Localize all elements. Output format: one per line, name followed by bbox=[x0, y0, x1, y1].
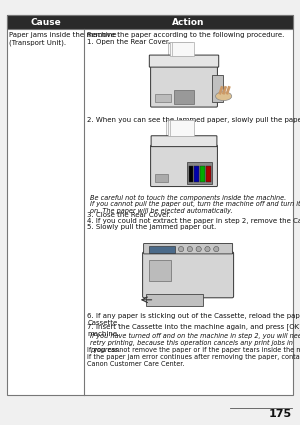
Bar bbox=[194, 166, 199, 181]
FancyBboxPatch shape bbox=[144, 244, 232, 254]
Bar bbox=[174, 90, 194, 104]
Text: Be careful not to touch the components inside the machine.: Be careful not to touch the components i… bbox=[90, 195, 286, 201]
FancyBboxPatch shape bbox=[170, 120, 194, 136]
Text: If you cannot pull the paper out, turn the machine off and turn it back
on. The : If you cannot pull the paper out, turn t… bbox=[90, 201, 300, 214]
Bar bbox=[200, 166, 205, 181]
Text: Remove the paper according to the following procedure.: Remove the paper according to the follow… bbox=[87, 32, 285, 38]
Text: 175: 175 bbox=[269, 409, 292, 419]
FancyBboxPatch shape bbox=[212, 74, 223, 102]
Bar bbox=[188, 166, 193, 181]
Text: 1. Open the Rear Cover.: 1. Open the Rear Cover. bbox=[87, 39, 171, 45]
Bar bbox=[148, 246, 175, 252]
Text: 3. Close the Rear Cover.: 3. Close the Rear Cover. bbox=[87, 212, 171, 218]
FancyBboxPatch shape bbox=[166, 120, 190, 136]
Circle shape bbox=[178, 246, 184, 252]
Bar bbox=[155, 174, 168, 181]
Bar bbox=[7, 15, 293, 29]
FancyBboxPatch shape bbox=[168, 120, 193, 136]
FancyBboxPatch shape bbox=[151, 65, 218, 107]
Text: 2. When you can see the jammed paper, slowly pull the paper out.: 2. When you can see the jammed paper, sl… bbox=[87, 116, 300, 122]
Text: 4. If you could not extract the paper in step 2, remove the Cassette.: 4. If you could not extract the paper in… bbox=[87, 218, 300, 224]
Bar bbox=[7, 15, 293, 395]
Bar bbox=[7, 15, 293, 29]
Circle shape bbox=[187, 246, 193, 252]
Ellipse shape bbox=[215, 92, 232, 101]
FancyBboxPatch shape bbox=[172, 42, 194, 56]
Text: If you have turned off and on the machine in step 2, you will need to
retry prin: If you have turned off and on the machin… bbox=[90, 333, 300, 353]
Text: If you cannot remove the paper or if the paper tears inside the machine, or
if t: If you cannot remove the paper or if the… bbox=[87, 347, 300, 367]
Text: Action: Action bbox=[172, 17, 205, 26]
Text: Cause: Cause bbox=[30, 17, 61, 26]
Text: 5. Slowly pull the jammed paper out.: 5. Slowly pull the jammed paper out. bbox=[87, 224, 217, 230]
Bar bbox=[148, 260, 170, 281]
Text: 6. If any paper is sticking out of the Cassette, reload the paper in the
Cassett: 6. If any paper is sticking out of the C… bbox=[87, 313, 300, 326]
FancyBboxPatch shape bbox=[170, 42, 193, 56]
FancyBboxPatch shape bbox=[168, 42, 190, 56]
Bar bbox=[187, 162, 212, 184]
Bar bbox=[155, 94, 171, 102]
Circle shape bbox=[205, 246, 210, 252]
Bar bbox=[206, 166, 211, 181]
FancyBboxPatch shape bbox=[149, 55, 219, 67]
FancyBboxPatch shape bbox=[151, 136, 217, 147]
FancyBboxPatch shape bbox=[151, 145, 218, 187]
FancyBboxPatch shape bbox=[146, 294, 203, 306]
FancyBboxPatch shape bbox=[142, 252, 234, 298]
Circle shape bbox=[196, 246, 201, 252]
Text: Paper jams inside the machine
(Transport Unit).: Paper jams inside the machine (Transport… bbox=[9, 32, 116, 46]
Text: 7. Insert the Cassette into the machine again, and press [OK] on the
machine.: 7. Insert the Cassette into the machine … bbox=[87, 323, 300, 337]
Circle shape bbox=[214, 246, 219, 252]
